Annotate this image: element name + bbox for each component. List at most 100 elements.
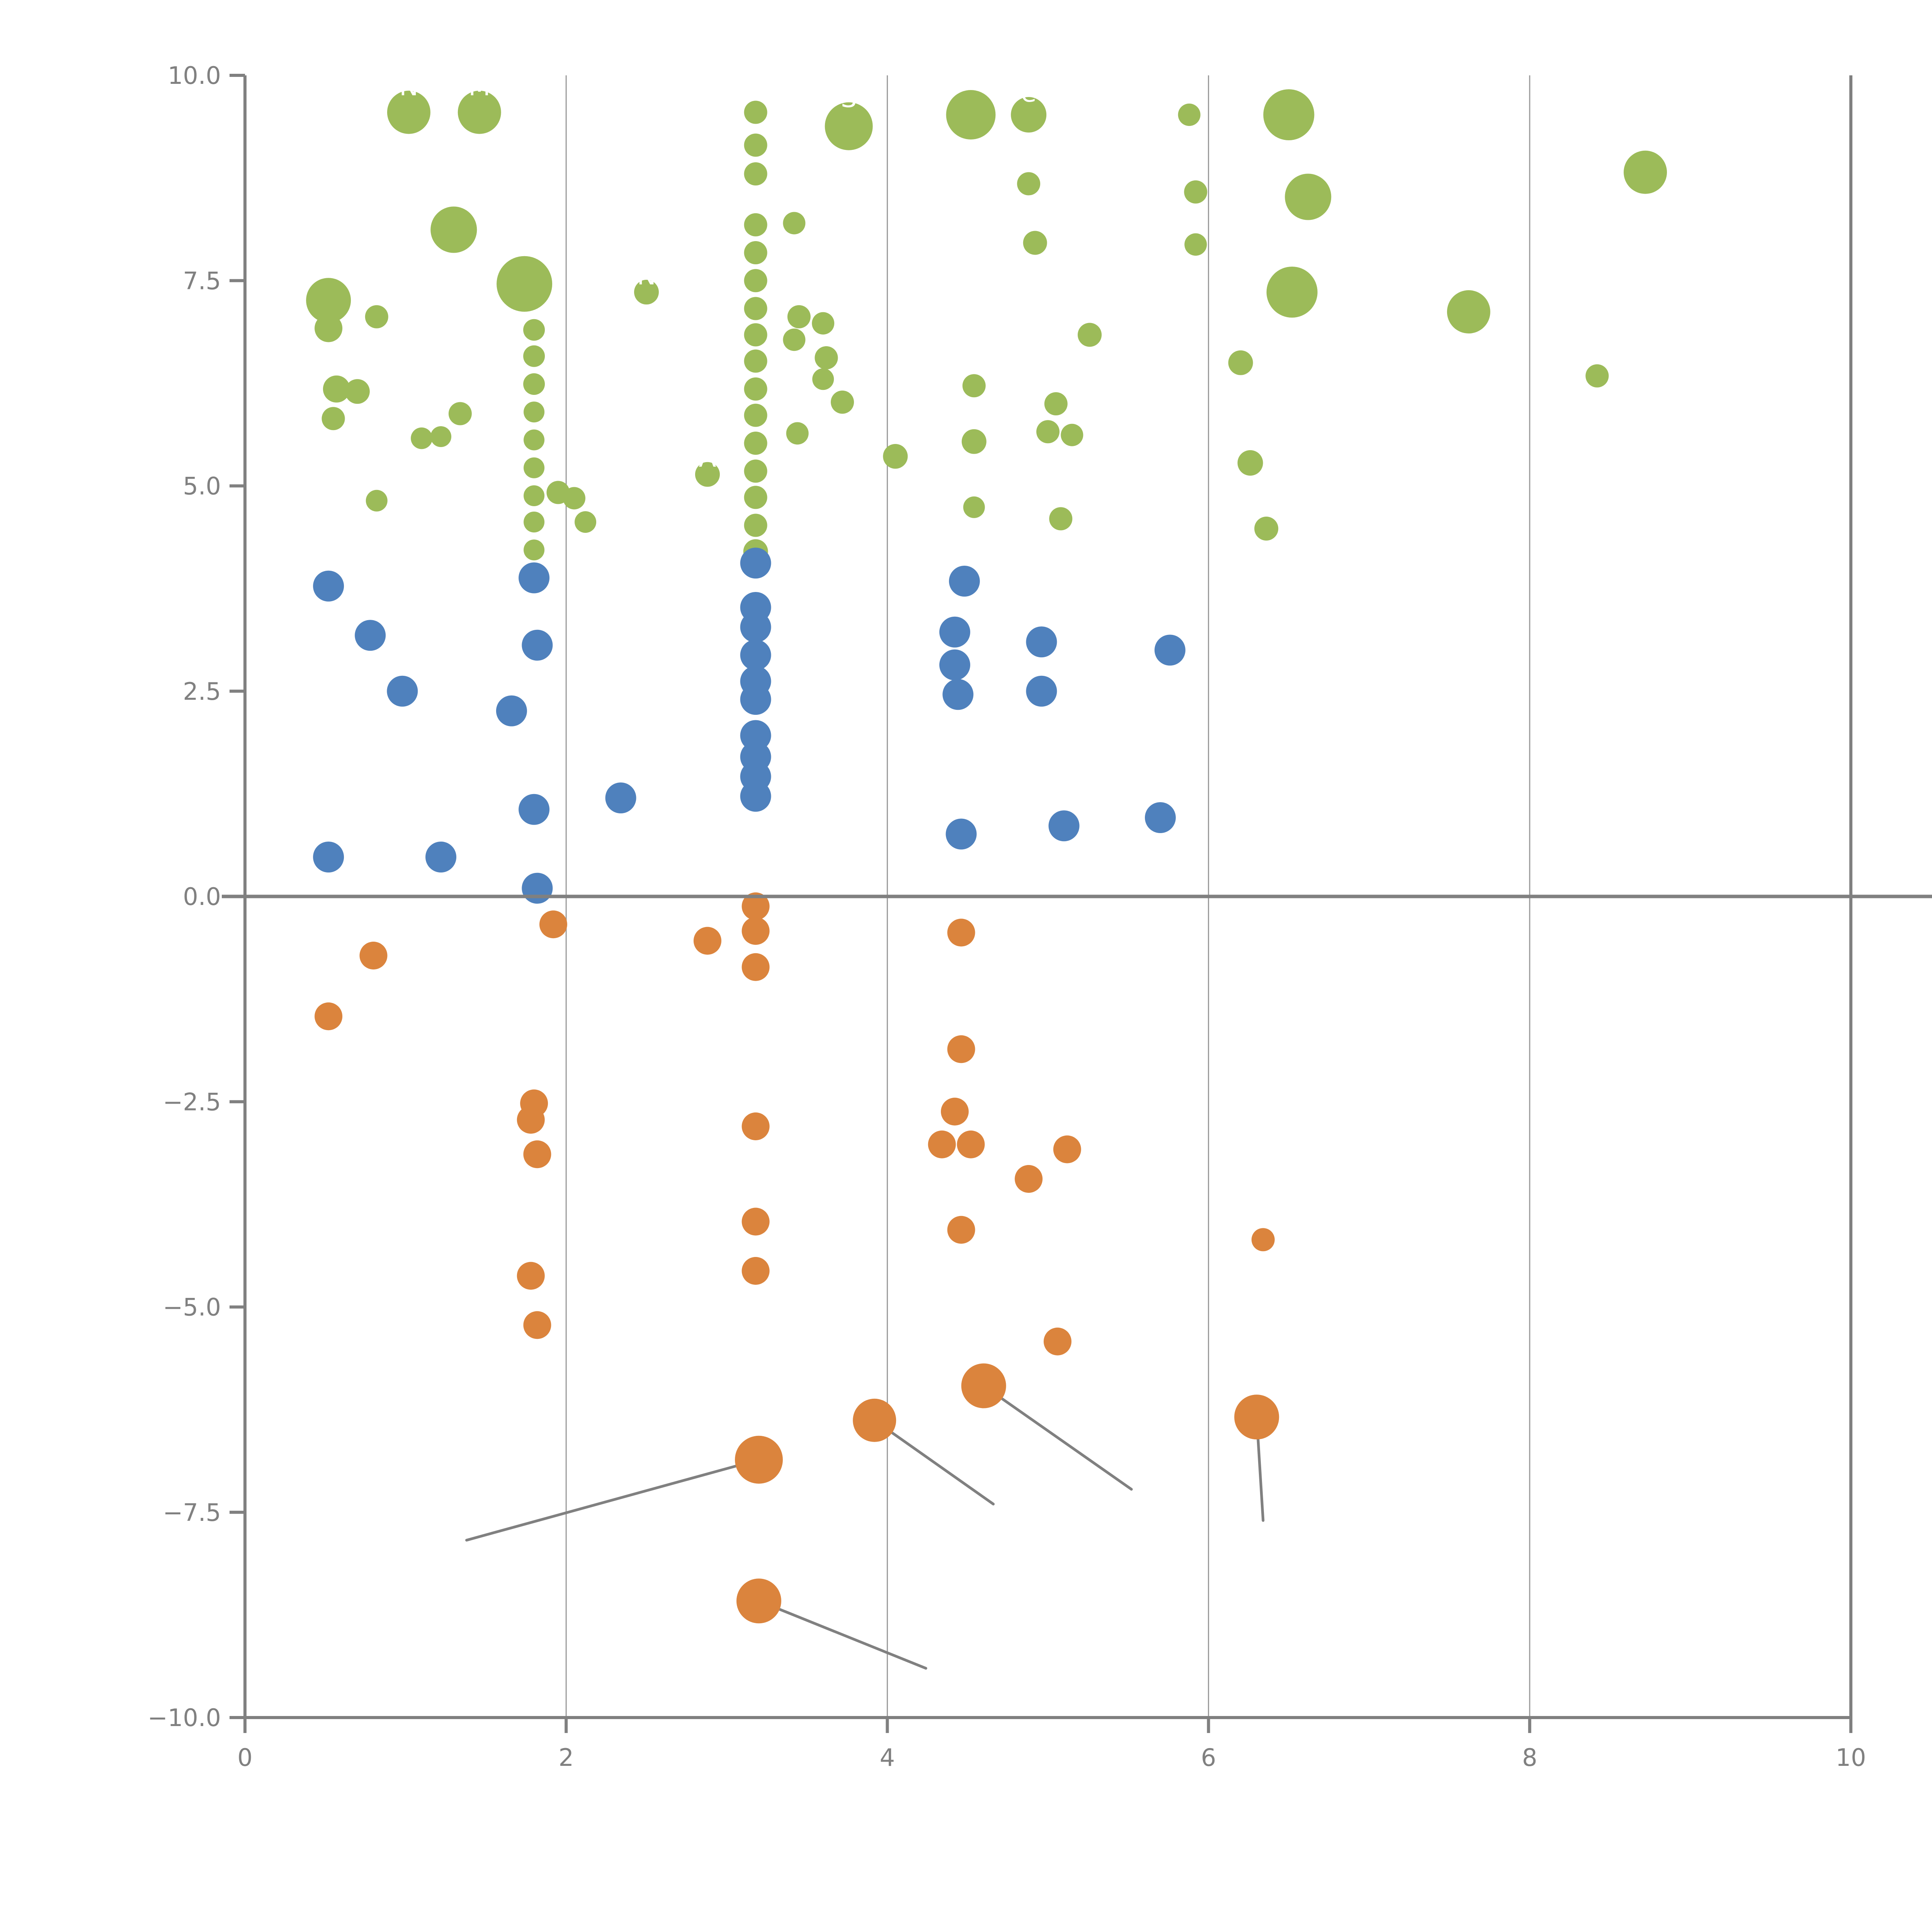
data-point-green[interactable] (1061, 423, 1083, 446)
data-point-green[interactable] (1036, 420, 1060, 444)
data-point-orange[interactable] (517, 1106, 545, 1134)
data-point-blue[interactable] (740, 781, 771, 812)
data-point-green[interactable] (1263, 89, 1315, 140)
data-point-green[interactable] (365, 305, 388, 328)
data-point-green[interactable] (457, 90, 501, 134)
data-point-green[interactable] (831, 390, 854, 414)
data-point-green[interactable] (524, 485, 545, 506)
data-point-green[interactable] (523, 345, 545, 367)
data-point-orange[interactable] (957, 1130, 985, 1158)
data-point-blue[interactable] (605, 782, 636, 813)
data-point-orange[interactable] (947, 1216, 975, 1244)
data-point-green[interactable] (524, 429, 545, 451)
data-point-green[interactable] (1285, 173, 1332, 220)
data-point-green[interactable] (744, 377, 767, 401)
data-point-orange[interactable] (523, 1311, 551, 1339)
data-point-green[interactable] (524, 512, 545, 532)
data-point-green[interactable] (815, 346, 838, 369)
data-point-orange[interactable] (853, 1398, 896, 1442)
data-point-orange[interactable] (1015, 1165, 1043, 1193)
data-point-green[interactable] (1266, 267, 1318, 318)
data-point-orange[interactable] (1234, 1395, 1279, 1440)
data-point-blue[interactable] (1048, 810, 1080, 842)
data-point-green[interactable] (523, 319, 545, 341)
data-point-blue[interactable] (740, 684, 771, 715)
data-point-green[interactable] (497, 256, 553, 312)
data-point-green[interactable] (345, 379, 370, 404)
data-point-green[interactable] (962, 374, 986, 398)
data-point-blue[interactable] (740, 548, 771, 579)
data-point-blue[interactable] (519, 794, 550, 825)
data-point-blue[interactable] (387, 675, 418, 707)
data-point-green[interactable] (744, 162, 767, 185)
data-point-green[interactable] (1184, 180, 1208, 204)
data-point-green[interactable] (387, 90, 430, 134)
data-point-green[interactable] (744, 133, 767, 157)
data-point-green[interactable] (524, 401, 545, 423)
data-point-blue[interactable] (1026, 626, 1057, 658)
data-point-blue[interactable] (519, 562, 550, 594)
data-point-orange[interactable] (742, 1257, 770, 1285)
data-point-green[interactable] (524, 539, 545, 561)
data-point-blue[interactable] (740, 612, 771, 643)
data-point-orange[interactable] (736, 1578, 781, 1624)
data-point-green[interactable] (1228, 350, 1253, 375)
data-point-green[interactable] (448, 402, 472, 425)
data-point-green[interactable] (744, 269, 767, 293)
data-point-green[interactable] (744, 100, 767, 124)
data-point-orange[interactable] (539, 910, 567, 939)
data-point-blue[interactable] (425, 842, 457, 872)
data-point-blue[interactable] (1026, 675, 1057, 707)
data-point-orange[interactable] (742, 1208, 770, 1236)
data-point-blue[interactable] (1154, 634, 1185, 666)
data-point-orange[interactable] (928, 1130, 956, 1158)
data-point-blue[interactable] (496, 695, 527, 726)
data-point-orange[interactable] (947, 918, 975, 947)
data-point-green[interactable] (315, 314, 343, 342)
data-point-green[interactable] (1184, 233, 1207, 256)
data-point-green[interactable] (1447, 290, 1490, 333)
data-point-green[interactable] (783, 212, 806, 235)
data-point-green[interactable] (946, 90, 996, 139)
data-point-green[interactable] (523, 373, 545, 395)
data-point-green[interactable] (1049, 507, 1073, 531)
data-point-green[interactable] (695, 462, 720, 487)
data-point-green[interactable] (1585, 364, 1609, 388)
data-point-blue[interactable] (522, 872, 553, 904)
data-point-orange[interactable] (940, 1097, 969, 1126)
data-point-orange[interactable] (947, 1035, 975, 1063)
data-point-orange[interactable] (742, 1112, 770, 1140)
data-point-blue[interactable] (740, 639, 771, 671)
data-point-orange[interactable] (1043, 1327, 1071, 1355)
data-point-green[interactable] (812, 368, 834, 390)
data-point-green[interactable] (786, 422, 809, 445)
data-point-orange[interactable] (961, 1363, 1006, 1408)
data-point-green[interactable] (744, 486, 767, 509)
data-point-green[interactable] (1023, 231, 1047, 255)
data-point-green[interactable] (1178, 104, 1201, 126)
data-point-green[interactable] (744, 323, 767, 347)
data-point-orange[interactable] (742, 892, 770, 920)
data-point-green[interactable] (744, 297, 767, 320)
data-point-green[interactable] (744, 241, 767, 264)
data-point-green[interactable] (744, 349, 767, 373)
data-point-green[interactable] (883, 444, 908, 469)
data-point-green[interactable] (961, 429, 986, 454)
data-point-green[interactable] (744, 403, 767, 427)
data-point-green[interactable] (323, 375, 350, 403)
data-point-green[interactable] (1078, 323, 1102, 347)
data-point-orange[interactable] (1251, 1228, 1275, 1252)
data-point-green[interactable] (524, 457, 545, 478)
data-point-green[interactable] (963, 496, 985, 518)
data-point-green[interactable] (575, 511, 597, 533)
data-point-green[interactable] (563, 487, 585, 510)
data-point-green[interactable] (744, 432, 767, 455)
data-point-blue[interactable] (942, 679, 974, 710)
data-point-orange[interactable] (742, 917, 770, 945)
data-point-green[interactable] (321, 407, 345, 430)
data-point-orange[interactable] (359, 942, 388, 969)
data-point-green[interactable] (366, 490, 388, 512)
data-point-orange[interactable] (735, 1435, 783, 1484)
data-point-orange[interactable] (693, 927, 721, 955)
data-point-blue[interactable] (949, 566, 980, 597)
